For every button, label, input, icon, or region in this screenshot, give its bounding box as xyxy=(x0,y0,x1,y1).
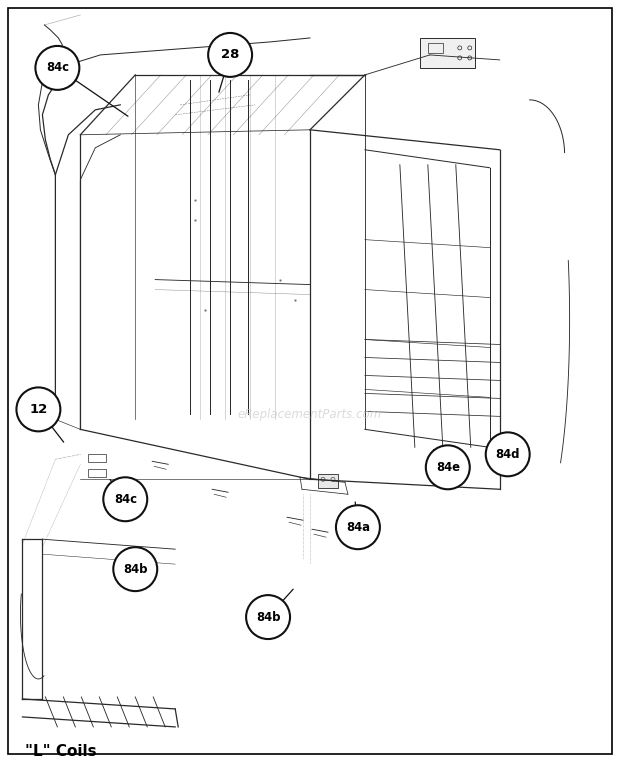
Circle shape xyxy=(17,388,60,431)
Text: 84c: 84c xyxy=(114,493,137,506)
Text: 28: 28 xyxy=(221,48,239,61)
Text: 84b: 84b xyxy=(123,562,148,575)
Circle shape xyxy=(208,33,252,77)
Bar xyxy=(420,38,475,68)
Bar xyxy=(318,475,338,488)
Text: 84a: 84a xyxy=(346,520,370,533)
Circle shape xyxy=(246,595,290,639)
Bar xyxy=(88,454,106,462)
Text: 84c: 84c xyxy=(46,61,69,75)
Circle shape xyxy=(35,46,79,90)
Circle shape xyxy=(426,446,470,489)
Circle shape xyxy=(104,478,147,521)
Text: 12: 12 xyxy=(29,403,48,416)
Text: 84d: 84d xyxy=(495,448,520,461)
Circle shape xyxy=(336,505,380,549)
Circle shape xyxy=(485,433,529,476)
Circle shape xyxy=(113,547,157,591)
Text: "L" Coils: "L" Coils xyxy=(25,744,97,759)
Text: eReplacementParts.com: eReplacementParts.com xyxy=(238,408,382,421)
Text: 84e: 84e xyxy=(436,461,460,474)
Bar xyxy=(428,43,443,53)
Bar xyxy=(88,469,106,478)
Text: 84b: 84b xyxy=(256,610,280,623)
